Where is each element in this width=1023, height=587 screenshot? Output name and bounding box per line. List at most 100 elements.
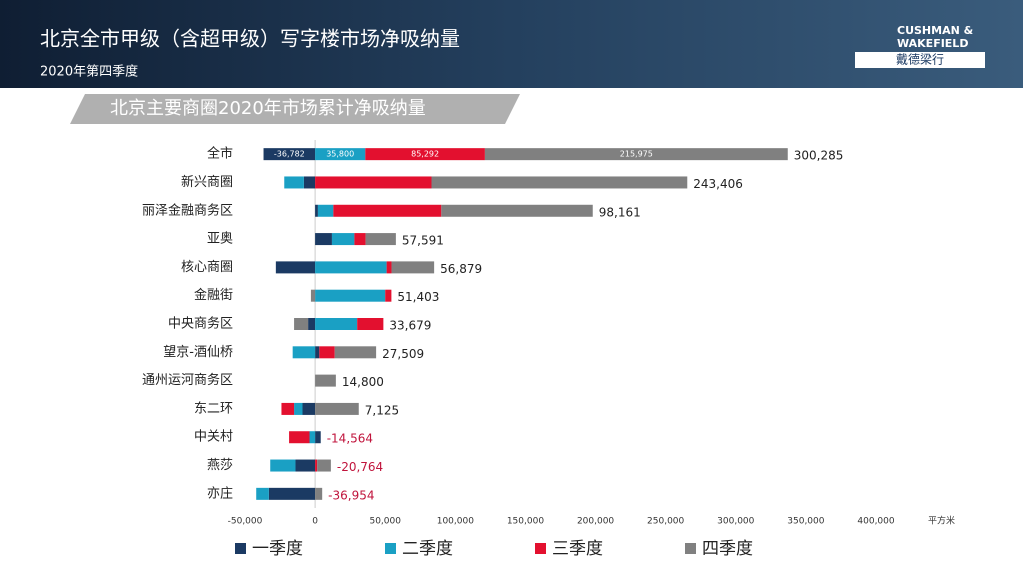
bar-segment <box>365 148 485 161</box>
bar-segment <box>319 346 335 359</box>
total-label: -20,764 <box>337 460 383 474</box>
chart-title: 北京主要商圈2020年市场累计净吸纳量 <box>110 98 426 119</box>
total-label: -36,954 <box>328 488 374 502</box>
bar-segment <box>315 204 318 217</box>
bar-segment <box>331 233 355 246</box>
bar-segment <box>268 487 316 500</box>
x-tick-label: -50,000 <box>228 517 263 527</box>
section-banner <box>70 94 520 124</box>
logo-text: CUSHMAN & <box>897 24 974 37</box>
unit: 平方米 <box>928 515 955 527</box>
bar-segment <box>315 261 387 274</box>
bar-segment <box>315 487 323 500</box>
bar-segment <box>292 346 316 359</box>
bar-segment <box>315 148 366 161</box>
bar-segment <box>270 459 296 472</box>
bar-segment <box>310 289 316 302</box>
bar-segment <box>317 459 331 472</box>
total-label: 56,879 <box>440 262 482 276</box>
category-label: 中关村 <box>194 430 233 445</box>
total-label: 27,509 <box>382 347 424 361</box>
bar-segment <box>308 318 316 330</box>
x-tick-label: 350,000 <box>787 517 824 527</box>
bar-segment <box>315 318 358 330</box>
category-label: 新兴商圈 <box>181 174 233 190</box>
x-tick-label: 0 <box>312 517 318 527</box>
x-tick-label: 150,000 <box>507 517 544 527</box>
x-tick-label: 200,000 <box>577 517 614 527</box>
bar-segment <box>309 431 316 444</box>
bar-segment <box>315 459 318 472</box>
bar-segment <box>315 289 386 302</box>
total-label: 51,403 <box>397 290 439 304</box>
category-label: 中央商务区 <box>168 316 233 332</box>
bar-segment <box>315 431 321 444</box>
total-label: 57,591 <box>402 234 444 248</box>
bar-segment <box>315 374 336 387</box>
bar-segment <box>294 318 309 330</box>
bar-segment <box>256 487 269 500</box>
category-label: 核心商圈 <box>181 260 233 275</box>
legend-label: 一季度 <box>252 539 303 559</box>
legend-swatch <box>535 543 546 554</box>
logo-box <box>855 52 985 68</box>
bar-segment <box>275 261 316 274</box>
bar-segment <box>284 176 304 189</box>
category-label: 通州运河商务区 <box>142 372 233 388</box>
bar-segment <box>315 233 332 246</box>
bar-segment <box>484 148 788 161</box>
bar-segment <box>441 204 593 217</box>
bar-segment <box>354 233 366 246</box>
bar-segment <box>294 402 303 415</box>
total-label: 14,800 <box>342 375 384 389</box>
bar-segment <box>333 204 442 217</box>
total-label: 243,406 <box>693 177 743 191</box>
category-label: 金融街 <box>194 287 233 303</box>
bar-segment <box>315 402 359 415</box>
bar-segment <box>431 176 688 189</box>
category-label: 丽泽金融商务区 <box>142 202 233 218</box>
category-label: 亦庄 <box>207 485 233 501</box>
bar-segment <box>302 402 316 415</box>
bar-segment <box>385 289 392 302</box>
legend-swatch <box>385 543 396 554</box>
bar-segment <box>365 233 396 246</box>
bar-segment <box>386 261 392 274</box>
x-tick-label: 50,000 <box>369 517 401 527</box>
category-label: 全市 <box>207 146 233 162</box>
total-label: 98,161 <box>599 205 641 219</box>
legend-swatch <box>685 543 696 554</box>
x-tick-label: 100,000 <box>437 517 474 527</box>
legend-swatch <box>235 543 246 554</box>
legend-label: 二季度 <box>402 539 453 559</box>
segment-label: -36,782 <box>274 150 305 159</box>
legend-label: 四季度 <box>702 539 753 559</box>
header-bg <box>0 0 1023 88</box>
logo-cn: 戴德梁行 <box>896 52 944 67</box>
subtitle: 2020年第四季度 <box>40 64 138 80</box>
bar-segment <box>289 431 310 444</box>
bar-segment <box>281 402 295 415</box>
segment-label: 85,292 <box>411 150 439 159</box>
total-label: -14,564 <box>327 432 373 446</box>
category-label: 燕莎 <box>207 458 233 473</box>
bar-segment <box>303 176 316 189</box>
bar-segment <box>315 176 432 189</box>
legend-label: 三季度 <box>552 539 603 559</box>
bar-segment <box>357 318 384 330</box>
total-label: 7,125 <box>365 403 399 417</box>
category-label: 东二环 <box>194 401 233 416</box>
bar-segment <box>317 204 334 217</box>
total-label: 300,285 <box>794 149 844 163</box>
total-label: 33,679 <box>389 319 431 333</box>
x-tick-label: 300,000 <box>717 517 754 527</box>
segment-label: 215,975 <box>620 150 653 159</box>
bar-segment <box>391 261 435 274</box>
bar-segment <box>295 459 316 472</box>
bar-segment <box>263 148 316 161</box>
bar-segment <box>315 346 320 359</box>
bar-segment <box>334 346 377 359</box>
logo-text: WAKEFIELD <box>897 37 968 50</box>
x-tick-label: 400,000 <box>857 517 894 527</box>
